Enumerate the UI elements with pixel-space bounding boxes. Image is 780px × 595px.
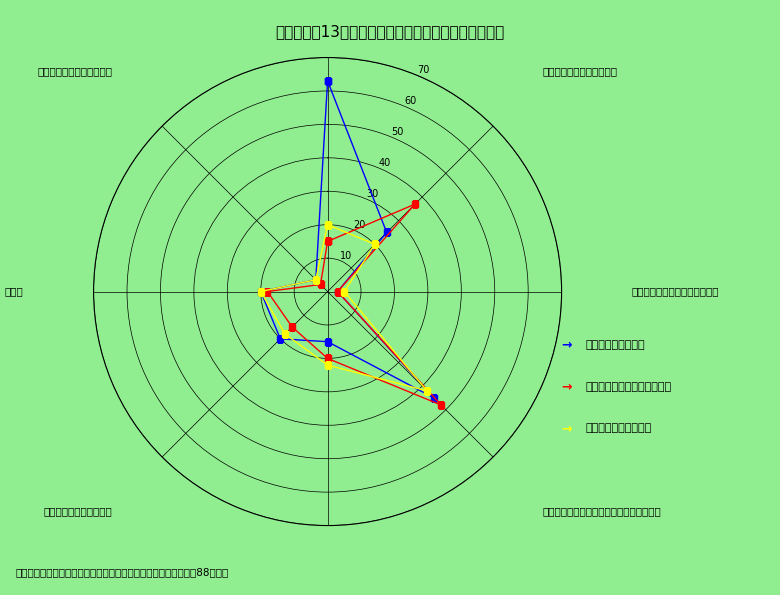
Text: 製品開発のスピードアップ: 製品開発のスピードアップ: [0, 594, 1, 595]
Text: →: →: [562, 339, 572, 352]
Text: 自社の研究人材不足を補う: 自社の研究人材不足を補う: [0, 594, 1, 595]
Text: 研究資金の負担減を図る: 研究資金の負担減を図る: [0, 594, 1, 595]
Text: →: →: [562, 380, 572, 393]
Text: 大学（高専含）との研究協力: 大学（高専含）との研究協力: [585, 382, 671, 392]
Text: 第１－２－13図　民間企業が国内研究協力を行う理由: 第１－２－13図 民間企業が国内研究協力を行う理由: [275, 24, 505, 39]
Text: 自社にない研究開発のノウハウ等を求める: 自社にない研究開発のノウハウ等を求める: [543, 507, 661, 516]
Text: 研究機関との研究協力: 研究機関との研究協力: [585, 424, 651, 433]
Text: その他: その他: [5, 287, 23, 296]
Text: その他: その他: [0, 594, 1, 595]
Text: 研究資金の負担減を図る: 研究資金の負担減を図る: [44, 507, 112, 516]
Text: 自社にない研究テーマを求める: 自社にない研究テーマを求める: [0, 594, 1, 595]
Text: 研究協力は行われていない: 研究協力は行われていない: [0, 594, 1, 595]
Text: 他企業との研究協力: 他企業との研究協力: [585, 340, 644, 350]
Text: 自社にない研究開発のノウハウ等を求める: 自社にない研究開発のノウハウ等を求める: [0, 594, 1, 595]
Text: 自社の研究人材不足を補う: 自社の研究人材不足を補う: [543, 67, 618, 76]
Text: 資料：科学技術庁「民間企業の研究活動に関する調査」　（平成88年度）: 資料：科学技術庁「民間企業の研究活動に関する調査」 （平成88年度）: [16, 567, 229, 577]
Text: →: →: [562, 422, 572, 435]
Text: 自社にない研究テーマを求める: 自社にない研究テーマを求める: [632, 287, 719, 296]
Text: 研究協力は行われていない: 研究協力は行われていない: [37, 67, 112, 76]
Text: 自社にない研究施設を求める: 自社にない研究施設を求める: [0, 594, 1, 595]
